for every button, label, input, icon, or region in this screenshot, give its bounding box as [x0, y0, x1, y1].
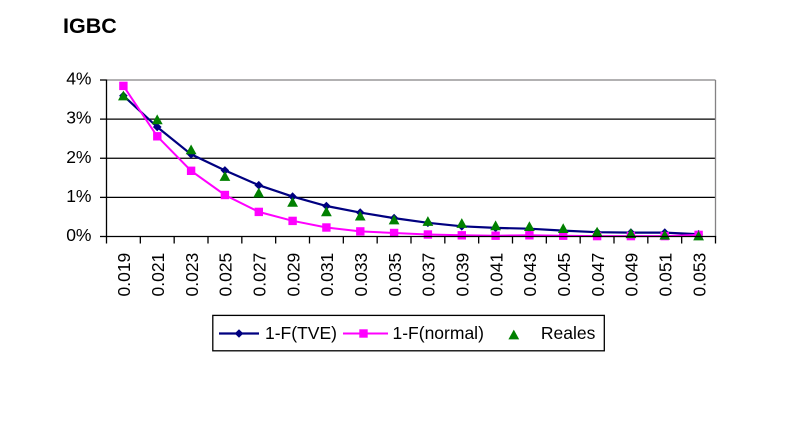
svg-text:Reales: Reales	[541, 323, 596, 343]
svg-text:0.025: 0.025	[216, 253, 236, 297]
svg-text:2%: 2%	[66, 147, 91, 167]
svg-text:IGBC: IGBC	[63, 14, 117, 38]
svg-text:0.027: 0.027	[250, 253, 270, 297]
svg-text:0.049: 0.049	[622, 253, 642, 297]
svg-text:0.019: 0.019	[114, 253, 134, 297]
svg-text:1-F(normal): 1-F(normal)	[393, 323, 484, 343]
svg-text:1%: 1%	[66, 186, 91, 206]
svg-text:0.031: 0.031	[317, 253, 337, 297]
svg-text:0.033: 0.033	[351, 253, 371, 297]
svg-text:0.023: 0.023	[182, 253, 202, 297]
svg-text:0%: 0%	[66, 225, 91, 245]
svg-text:0.039: 0.039	[453, 253, 473, 297]
svg-text:0.035: 0.035	[385, 253, 405, 297]
svg-text:0.047: 0.047	[588, 253, 608, 297]
svg-text:0.045: 0.045	[554, 253, 574, 297]
svg-text:1-F(TVE): 1-F(TVE)	[265, 323, 337, 343]
svg-text:4%: 4%	[66, 69, 91, 89]
svg-text:0.041: 0.041	[486, 253, 506, 297]
svg-text:0.029: 0.029	[283, 253, 303, 297]
svg-text:0.021: 0.021	[148, 253, 168, 297]
svg-text:0.037: 0.037	[419, 253, 439, 297]
svg-text:3%: 3%	[66, 108, 91, 128]
svg-text:0.051: 0.051	[656, 253, 676, 297]
svg-text:0.043: 0.043	[520, 253, 540, 297]
svg-text:0.053: 0.053	[689, 253, 709, 297]
